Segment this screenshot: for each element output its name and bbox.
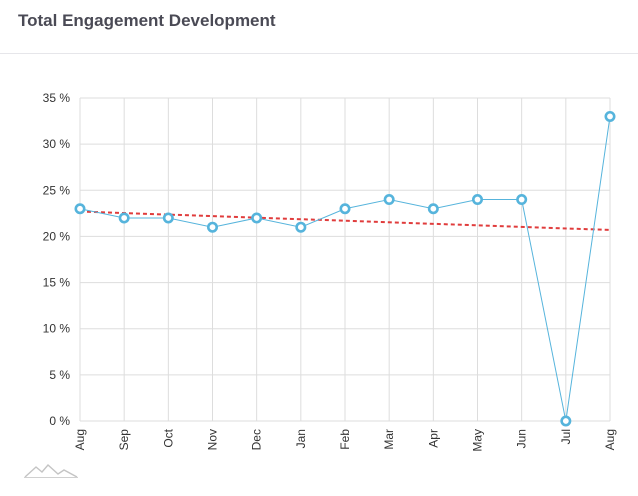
x-tick-label: Dec: [250, 429, 264, 450]
data-point: [604, 110, 616, 122]
data-point: [339, 203, 351, 215]
panel-header: Total Engagement Development: [0, 0, 638, 54]
y-tick-label: 30 %: [43, 137, 71, 151]
data-point: [471, 194, 483, 206]
x-tick-label: Jul: [559, 429, 573, 444]
grid-lines: [79, 97, 611, 422]
trend-line-layer: [79, 210, 611, 231]
y-axis-ticks: 0 % 5 % 10 % 15 % 20 % 25 % 30 % 35 %: [43, 91, 71, 428]
x-tick-label: Apr: [426, 429, 440, 448]
data-point: [427, 203, 439, 215]
x-tick-label: Jun: [515, 429, 529, 448]
x-tick-label: Mar: [382, 429, 396, 450]
x-tick-label: Aug: [73, 429, 87, 450]
data-point: [295, 221, 307, 233]
y-tick-label: 15 %: [43, 276, 71, 290]
x-tick-label: Oct: [161, 428, 175, 447]
chart-title: Total Engagement Development: [18, 11, 276, 30]
data-point: [516, 194, 528, 206]
trend-line: [79, 210, 611, 231]
series-layer: [74, 110, 616, 427]
y-tick-label: 10 %: [43, 322, 71, 336]
mountain-logo-icon: [24, 463, 78, 478]
x-tick-label: Nov: [206, 429, 220, 450]
data-point: [118, 212, 130, 224]
data-point: [383, 194, 395, 206]
data-point: [162, 212, 174, 224]
y-tick-label: 5 %: [49, 368, 70, 382]
y-tick-label: 25 %: [43, 183, 71, 197]
y-tick-label: 20 %: [43, 229, 71, 243]
data-point: [251, 212, 263, 224]
x-tick-label: Jan: [294, 429, 308, 448]
data-point: [560, 415, 572, 427]
x-tick-label: May: [471, 429, 485, 452]
data-point: [74, 203, 86, 215]
x-tick-label: Feb: [338, 429, 352, 450]
y-tick-label: 35 %: [43, 91, 71, 105]
x-axis-ticks: Aug Sep Oct Nov Dec Jan Feb Mar Apr May Jun Jul Aug: [73, 428, 617, 451]
x-tick-label: Sep: [117, 429, 131, 451]
data-point: [207, 221, 219, 233]
x-tick-label: Aug: [603, 429, 617, 450]
y-tick-label: 0 %: [49, 414, 70, 428]
line-chart: 0 % 5 % 10 % 15 % 20 % 25 % 30 % 35 % Aug Sep Oct…: [43, 91, 617, 452]
